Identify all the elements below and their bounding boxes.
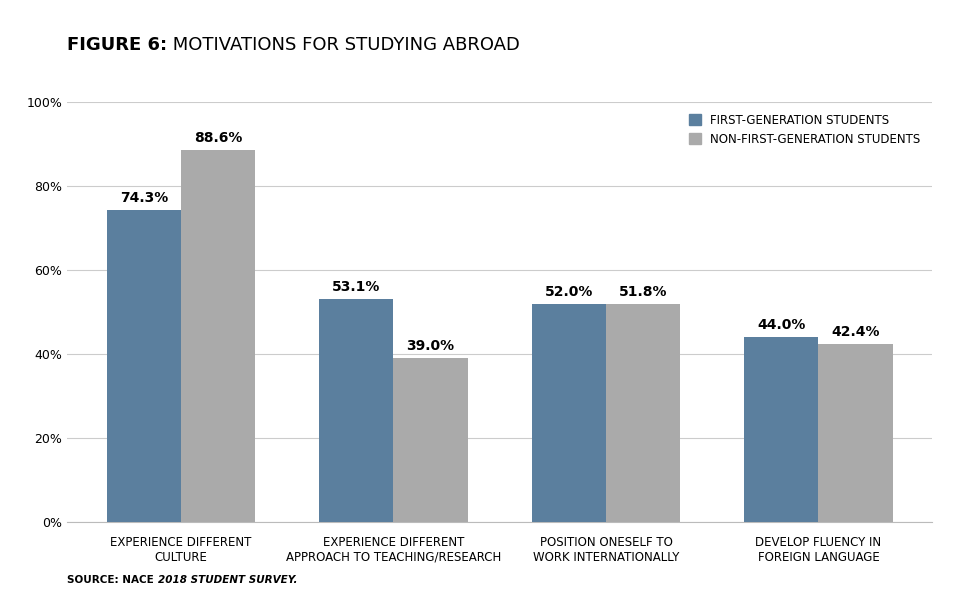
Bar: [319, 299, 393, 522]
Text: 44.0%: 44.0%: [757, 318, 805, 332]
Text: SOURCE: NACE: SOURCE: NACE: [67, 575, 158, 585]
Bar: [393, 358, 468, 522]
Bar: [744, 337, 819, 522]
Text: 53.1%: 53.1%: [333, 280, 381, 294]
Bar: [606, 304, 680, 522]
Text: 51.8%: 51.8%: [619, 286, 667, 299]
Bar: [819, 344, 893, 522]
Bar: [531, 304, 606, 522]
Text: 2018 STUDENT SURVEY.: 2018 STUDENT SURVEY.: [158, 575, 297, 585]
Text: FIGURE 6:: FIGURE 6:: [67, 36, 167, 54]
Bar: [181, 150, 256, 522]
Text: 42.4%: 42.4%: [831, 325, 880, 339]
Legend: FIRST-GENERATION STUDENTS, NON-FIRST-GENERATION STUDENTS: FIRST-GENERATION STUDENTS, NON-FIRST-GEN…: [683, 108, 926, 152]
Text: 88.6%: 88.6%: [194, 131, 242, 145]
Text: 74.3%: 74.3%: [120, 191, 168, 205]
Text: 52.0%: 52.0%: [545, 284, 593, 299]
Bar: [107, 210, 181, 522]
Text: MOTIVATIONS FOR STUDYING ABROAD: MOTIVATIONS FOR STUDYING ABROAD: [167, 36, 520, 54]
Text: 39.0%: 39.0%: [407, 339, 455, 353]
